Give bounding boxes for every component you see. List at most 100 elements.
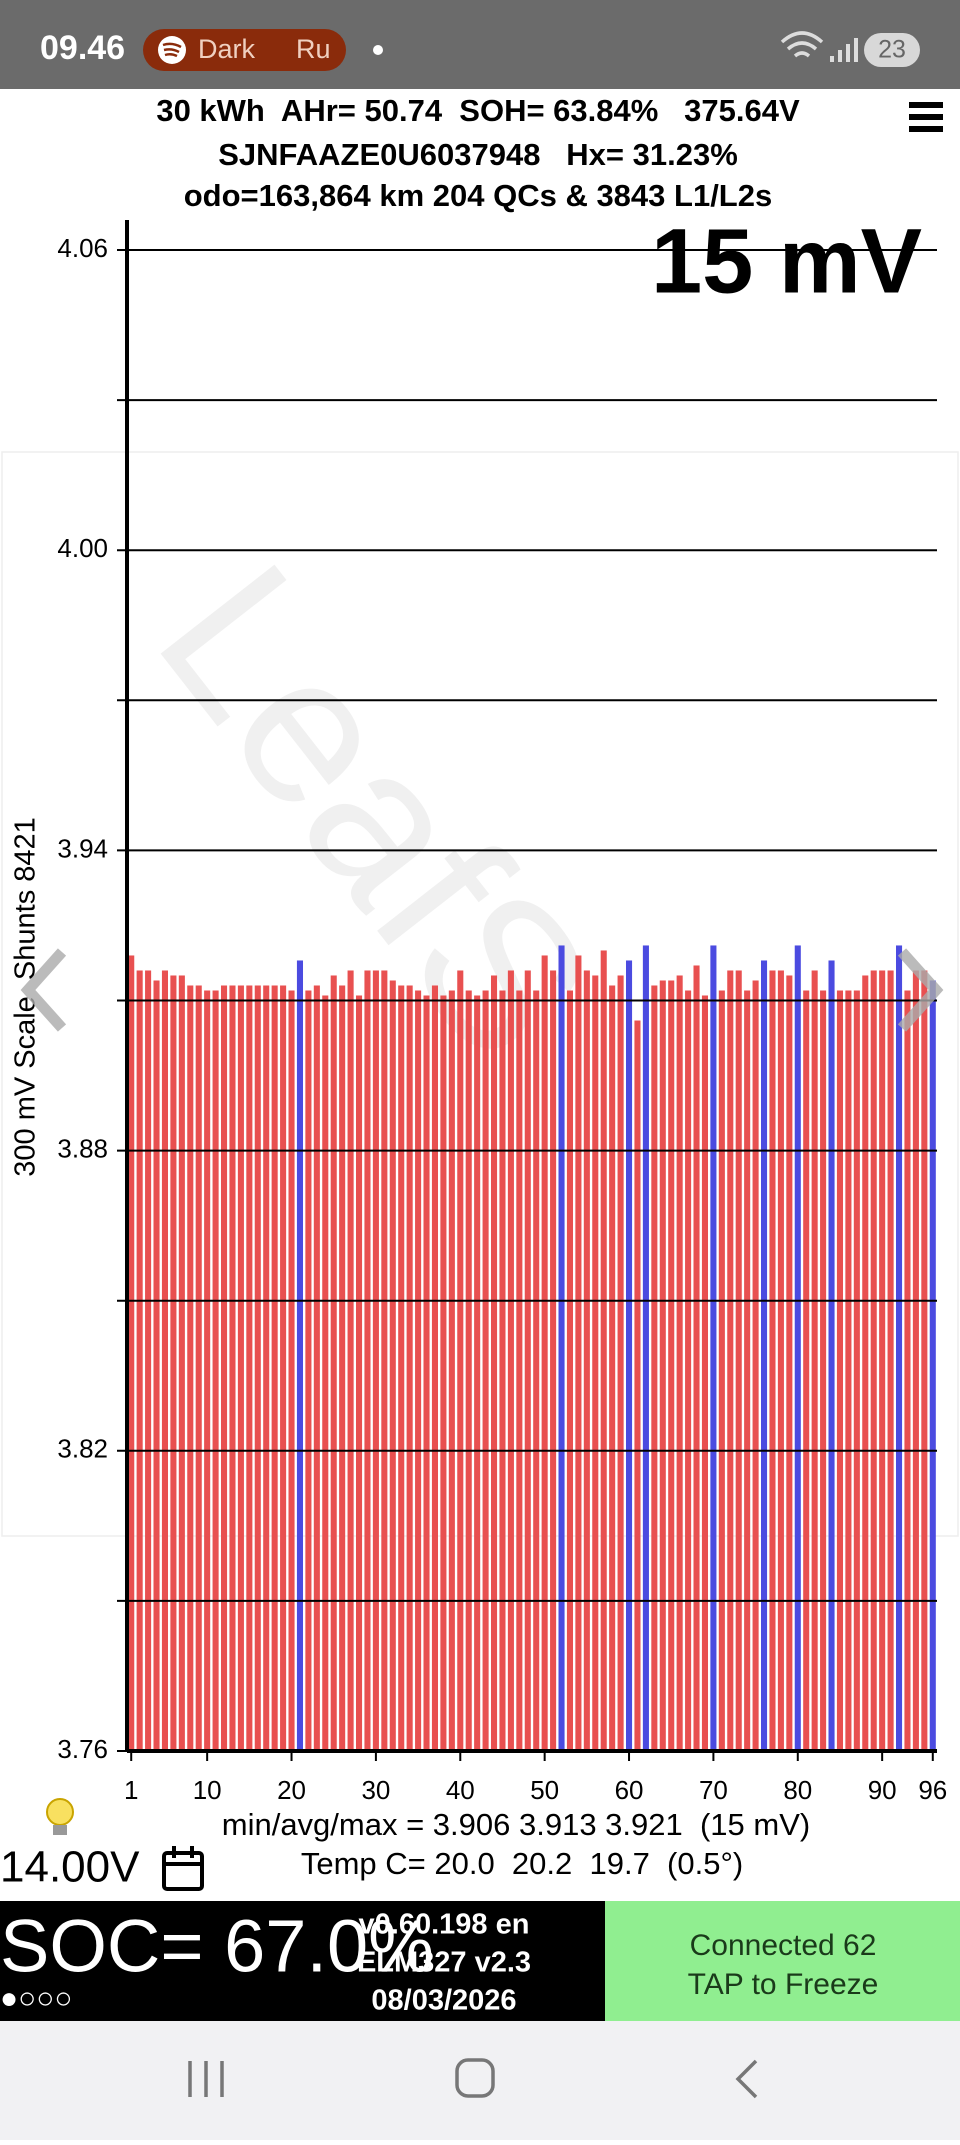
menu-button[interactable] — [909, 102, 943, 132]
x-tick-label: 70 — [699, 1775, 728, 1805]
calendar-icon[interactable] — [162, 1846, 204, 1891]
bar — [499, 990, 506, 1751]
bulb-icon — [46, 1798, 74, 1835]
x-tick-label: 50 — [530, 1775, 559, 1805]
bar — [870, 970, 877, 1751]
bar — [558, 945, 565, 1751]
bar — [507, 970, 514, 1751]
bar — [634, 1020, 641, 1751]
freeze-button[interactable] — [605, 1901, 960, 2021]
bar — [271, 985, 278, 1751]
header-line: odo=163,864 km 204 QCs & 3843 L1/L2s — [184, 178, 772, 213]
bar — [524, 970, 531, 1751]
bar — [533, 990, 540, 1751]
bar — [195, 985, 202, 1751]
temp-line: Temp C= 20.0 20.2 19.7 (0.5°) — [301, 1846, 743, 1881]
media-text: Dark — [198, 34, 256, 64]
bar — [921, 970, 928, 1751]
x-tick-label: 96 — [918, 1775, 947, 1805]
bar — [516, 990, 523, 1751]
soc-panel — [0, 1901, 605, 2021]
bar — [415, 990, 422, 1751]
bar — [625, 960, 633, 1751]
bar — [752, 980, 759, 1751]
bar — [288, 990, 295, 1751]
page-dots: ●○○○ — [0, 1982, 72, 2015]
bar — [836, 990, 844, 1751]
clock: 09.46 — [40, 29, 125, 67]
bar — [145, 970, 152, 1751]
bar — [583, 970, 590, 1751]
bar — [566, 990, 574, 1751]
media-text: Ru — [296, 34, 331, 64]
wifi-icon — [780, 31, 824, 58]
bar — [828, 960, 835, 1751]
back-button[interactable] — [735, 2059, 758, 2099]
bar — [862, 975, 869, 1751]
x-tick-label: 40 — [446, 1775, 475, 1805]
notification-dot — [373, 45, 383, 55]
y-tick-label: 3.76 — [57, 1734, 108, 1764]
freeze-hint: TAP to Freeze — [688, 1968, 879, 2001]
bar — [786, 975, 793, 1751]
scale-label: 15 mV — [651, 210, 922, 312]
bar — [490, 975, 498, 1751]
bar — [364, 970, 371, 1751]
bar — [879, 970, 886, 1751]
x-tick-label: 60 — [615, 1775, 644, 1805]
home-button[interactable] — [455, 2058, 495, 2098]
next-arrow[interactable] — [897, 948, 944, 1032]
bar — [448, 990, 455, 1751]
media-pill[interactable] — [143, 29, 346, 71]
previous-arrow[interactable] — [20, 948, 67, 1032]
y-tick-label: 3.88 — [57, 1133, 108, 1163]
bar — [659, 980, 666, 1751]
bar — [229, 985, 236, 1751]
bar — [912, 970, 919, 1751]
bar — [212, 990, 219, 1751]
bar — [170, 975, 177, 1751]
bar — [153, 980, 160, 1751]
bar — [541, 955, 548, 1751]
bar — [204, 990, 211, 1751]
adapter: ELM327 v2.3 — [357, 1947, 531, 1979]
bar — [465, 990, 472, 1751]
y-tick-label: 4.06 — [57, 233, 108, 263]
bar — [322, 995, 329, 1751]
bar — [457, 970, 464, 1751]
bar — [820, 990, 827, 1751]
header-line: SJNFAAZE0U6037948 Hx= 31.23% — [218, 137, 738, 172]
nav-bar — [0, 2021, 960, 2140]
signal-icon — [830, 38, 858, 62]
stats-line: min/avg/max = 3.906 3.913 3.921 (15 mV) — [222, 1807, 810, 1842]
bar — [550, 970, 557, 1751]
bar — [246, 985, 253, 1751]
aux-voltage: 14.00V — [0, 1843, 140, 1892]
bar — [617, 975, 624, 1751]
bar — [904, 990, 911, 1751]
bar — [811, 970, 818, 1751]
bar — [440, 995, 447, 1751]
bar — [237, 985, 244, 1751]
bar — [693, 965, 700, 1751]
bar — [853, 990, 860, 1751]
recents-button[interactable] — [188, 2061, 224, 2097]
bar — [339, 985, 346, 1751]
media-icon-lines — [162, 42, 182, 58]
bar — [263, 985, 270, 1751]
bar — [727, 970, 734, 1751]
bar — [474, 995, 481, 1751]
header-line: 30 kWh AHr= 50.74 SOH= 63.84% 375.64V — [156, 93, 800, 128]
bar — [760, 960, 768, 1751]
bar — [406, 985, 413, 1751]
connection-status: Connected 62 — [690, 1929, 877, 1962]
bar — [398, 985, 405, 1751]
bar — [668, 980, 675, 1751]
battery-level: 23 — [878, 36, 906, 64]
bar — [389, 980, 396, 1751]
bar — [355, 995, 363, 1751]
bar — [381, 970, 388, 1751]
bar — [600, 950, 607, 1751]
bar — [929, 980, 936, 1751]
